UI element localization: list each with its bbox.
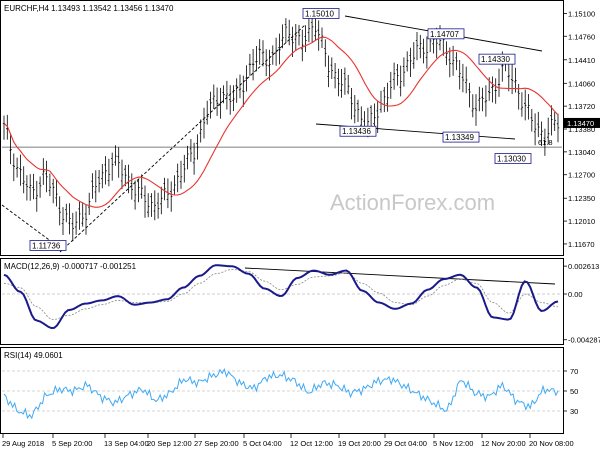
price-bars [2,14,560,242]
annotation-box [427,28,465,40]
x-tick-label: 5 Oct 04:00 [243,439,282,448]
x-tick-label: 12 Nov 20:00 [481,439,526,448]
annotation-box [494,153,532,164]
price-tick-label: 1.13720 [568,102,595,111]
price-tick-label: 1.12350 [568,194,595,203]
macd-tick-label: 0.00 [568,290,583,299]
watermark: ActionForex.com [330,190,495,215]
price-panel-frame [0,0,564,256]
x-tick-label: 29 Aug 2018 [2,439,44,448]
price-tick-label: 1.14760 [568,32,595,41]
rsi-panel-title: RSI(14) 49.0601 [4,351,63,360]
fib-level-label: 61.8 [538,138,553,147]
trendline-rise [59,24,306,253]
x-tick-label: 20 Nov 08:00 [529,439,574,448]
rsi-tick-label: 30 [570,407,578,416]
rsi-axis-ticks: 70 50 30 [563,367,578,416]
rsi-levels [2,370,562,412]
price-tick-label: 1.14060 [568,79,595,88]
current-price-label: 1.13470 [567,119,594,128]
rsi-tick-label: 70 [570,367,578,376]
macd-main-line [3,264,559,330]
annotation-box [339,125,377,137]
price-tick-label: 1.15100 [568,9,595,18]
price-tick-label: 1.12010 [568,217,595,226]
annotation-label: 1.15010 [305,9,334,18]
annotation-label: 1.13349 [445,133,474,142]
price-panel-title: EURCHF,H4 1.13493 1.13542 1.13456 1.1347… [4,4,174,13]
macd-panel-title: MACD(12,26,9) -0.000717 -0.001251 [4,262,137,271]
moving-average-line [3,36,559,208]
annotation-label: 1.14707 [430,30,459,39]
annotation-label: 1.13030 [497,155,526,164]
rsi-tick-label: 50 [570,387,578,396]
x-tick-label: 20 Sep 12:00 [147,439,192,448]
price-annotations: 1.15010 1.14707 1.14330 1.13436 1.13349 1.130… [29,8,532,251]
rsi-line [3,367,559,420]
annotation-box [29,240,67,251]
macd-tick-label: -0.004287 [568,336,600,345]
price-tick-label: 1.14410 [568,56,595,65]
x-tick-label: 29 Oct 04:00 [384,439,427,448]
x-tick-label: 13 Sep 04:00 [104,439,149,448]
annotation-box [478,53,516,65]
macd-axis-ticks: 0.002613 0.00 -0.004287 [563,262,600,345]
annotation-label: 1.14330 [481,55,510,64]
annotation-label: 1.13436 [342,127,371,136]
macd-signal-line [3,269,559,320]
annotation-box [302,8,340,19]
current-price-marker [564,117,600,128]
price-axis-ticks: 1.15100 1.14760 1.14410 1.14060 1.13720 1.133… [563,9,595,249]
price-tick-label: 1.13040 [568,148,595,157]
price-tick-label: 1.11670 [568,240,595,249]
macd-divergence-line [244,267,556,285]
price-tick-label: 1.13380 [568,125,595,134]
x-tick-label: 5 Sep 20:00 [52,439,92,448]
macd-panel-frame [0,258,564,345]
x-tick-label: 12 Oct 12:00 [290,439,333,448]
macd-tick-label: 0.002613 [568,262,599,271]
annotation-label: 1.11736 [32,241,61,250]
price-tick-label: 1.12700 [568,171,595,180]
x-tick-label: 19 Oct 20:00 [338,439,381,448]
rsi-panel-frame [0,347,564,434]
annotation-box [442,131,480,143]
x-tick-label: 5 Nov 12:00 [433,439,473,448]
x-tick-label: 27 Sep 20:00 [194,439,239,448]
